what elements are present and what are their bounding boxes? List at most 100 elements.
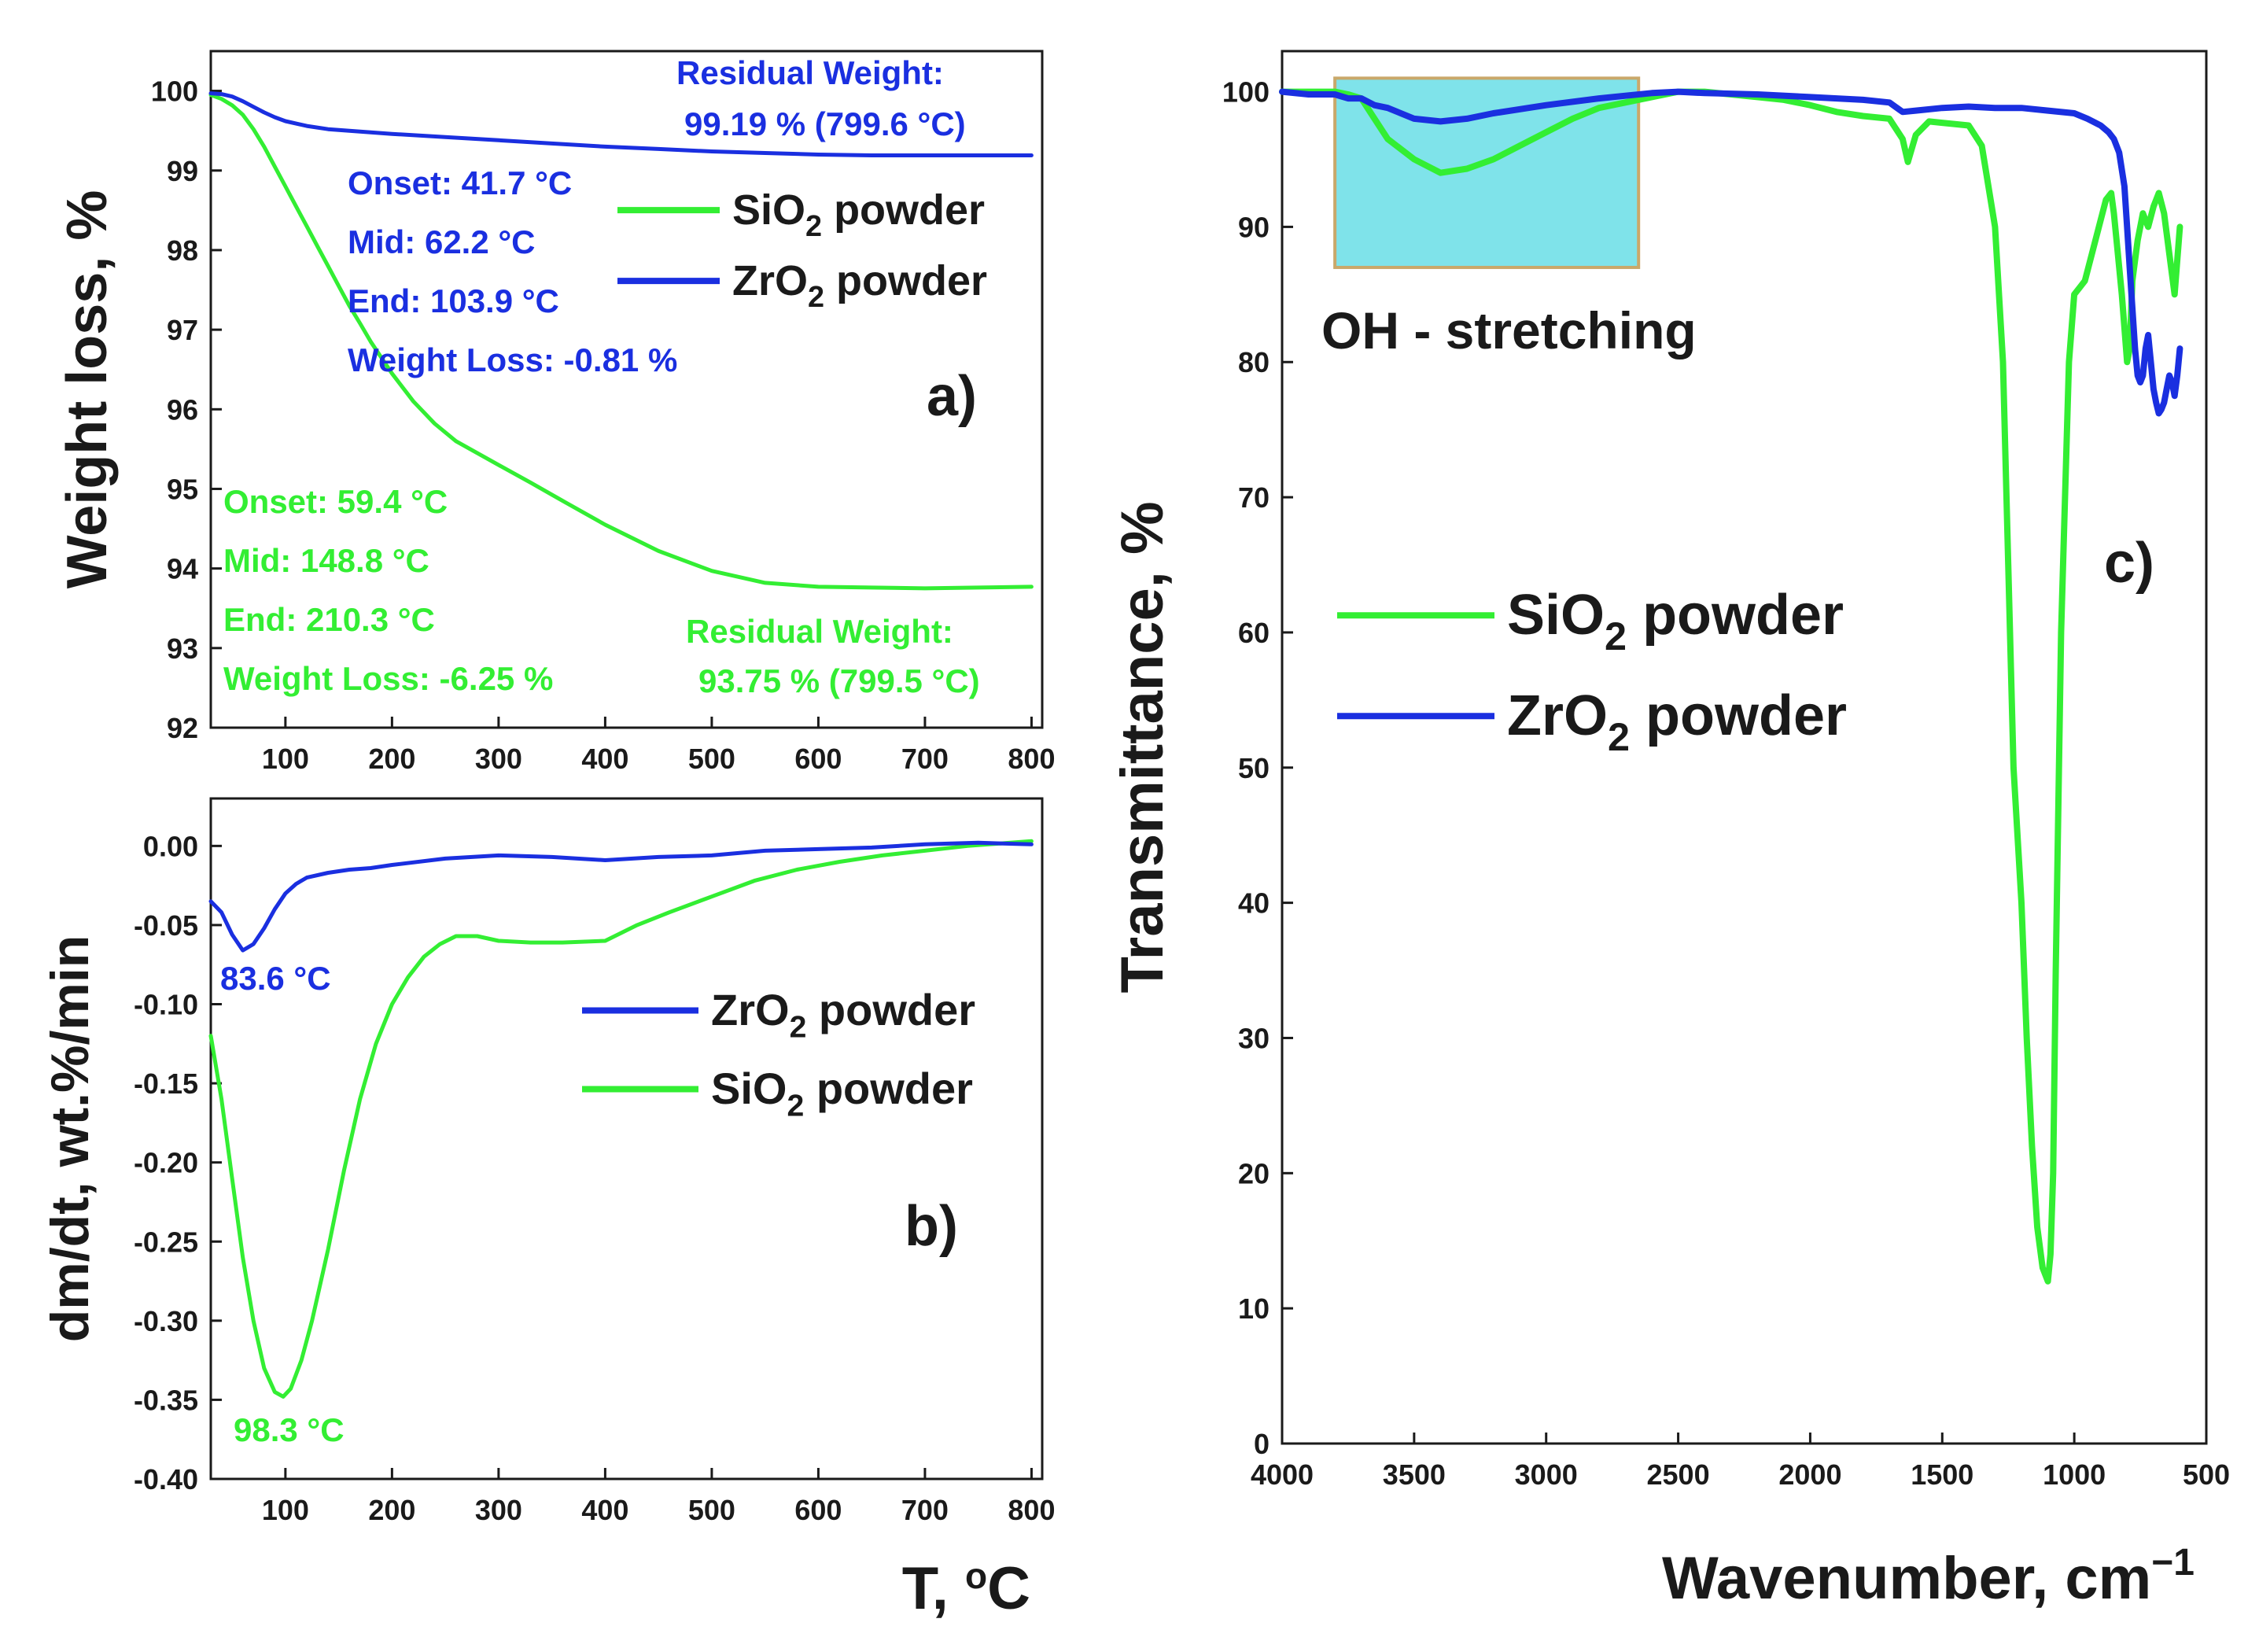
series-line-a-SiO2 <box>208 93 1034 591</box>
series-line-b-ZrO2 <box>208 840 1034 953</box>
y-axis-label-b: dm/dt, wt.%/min <box>40 935 100 1343</box>
plot-frame-a <box>209 50 1044 729</box>
annotation-sio2-residual-title: Residual Weight: <box>686 613 953 650</box>
x-tick-label-b: 300 <box>475 1494 522 1526</box>
legend-item-a-ZrO2: ZrO2 powder <box>617 257 987 314</box>
y-tick-label-b: -0.15 <box>134 1068 198 1100</box>
panel-label-b: b) <box>905 1195 958 1258</box>
plot-c: 4000 3500 3000 2500 2000 1500 1000 500 0 10 20 30 40… <box>1222 50 2230 1491</box>
panel-label-a: a) <box>927 365 977 428</box>
series-line-b-SiO2 <box>208 839 1034 1399</box>
annotation-sio2-onset: Onset: 59.4 °C <box>223 483 448 520</box>
y-tick-label-c: 50 <box>1238 752 1270 784</box>
x-tick-label-b: 100 <box>262 1494 309 1526</box>
y-tick-label-c: 60 <box>1238 617 1270 649</box>
y-tick-label-a: 98 <box>167 234 198 267</box>
y-tick-label-b: -0.05 <box>134 909 198 942</box>
legend-label-a-SiO2: SiO2 powder <box>732 186 985 243</box>
y-tick-label-b: -0.20 <box>134 1147 198 1179</box>
x-tick-label-b: 700 <box>901 1494 949 1526</box>
legend-label-b-SiO2: SiO2 powder <box>711 1064 973 1123</box>
y-tick-label-a: 93 <box>167 632 198 665</box>
x-tick-label-c: 1000 <box>2043 1458 2106 1491</box>
x-tick-label-c: 1500 <box>1911 1458 1973 1491</box>
annotation-sio2-peak: 98.3 °C <box>234 1411 345 1448</box>
x-tick-label-c: 3000 <box>1515 1458 1578 1491</box>
series-line-c-SiO2 <box>1279 88 2183 1285</box>
x-tick-label-a: 200 <box>368 743 415 775</box>
x-tick-label-b: 800 <box>1008 1494 1055 1526</box>
y-tick-label-b: 0.00 <box>143 830 198 862</box>
legend-item-c-ZrO2: ZrO2 powder <box>1337 684 1847 759</box>
legend-label-c-ZrO2: ZrO2 powder <box>1507 684 1847 759</box>
annotation-sio2-loss: Weight Loss: -6.25 % <box>223 660 553 697</box>
x-tick-label-c: 2000 <box>1778 1458 1841 1491</box>
legend-item-b-ZrO2: ZrO2 powder <box>582 985 975 1045</box>
y-tick-label-a: 99 <box>167 155 198 187</box>
legend-label-c-SiO2: SiO2 powder <box>1507 584 1844 658</box>
plot-frame-b <box>209 797 1044 1481</box>
y-axis-label-a: Weight loss, % <box>56 190 119 589</box>
x-tick-label-a: 700 <box>901 743 949 775</box>
x-tick-label-b: 400 <box>581 1494 628 1526</box>
legend-item-a-SiO2: SiO2 powder <box>617 186 985 243</box>
y-tick-label-c: 30 <box>1238 1022 1270 1054</box>
oh-stretching-label: OH - stretching <box>1321 301 1697 360</box>
x-tick-label-b: 200 <box>368 1494 415 1526</box>
annotation-zro2-residual-title: Residual Weight: <box>676 54 944 91</box>
x-axis-label-c: Wavenumber, cm−1 <box>1662 1542 2195 1612</box>
series-line-c-ZrO2 <box>1279 88 2183 417</box>
x-tick-label-a: 800 <box>1008 743 1055 775</box>
y-tick-label-a: 92 <box>167 712 198 744</box>
y-axis-label-c: Transmittance, % <box>1109 501 1176 993</box>
x-tick-label-c: 4000 <box>1251 1458 1314 1491</box>
y-tick-label-c: 40 <box>1238 887 1270 920</box>
panel-label-c: c) <box>2104 532 2154 595</box>
annotation-sio2-residual-value: 93.75 % (799.5 °C) <box>698 662 980 699</box>
y-tick-label-c: 70 <box>1238 481 1270 514</box>
legend-item-b-SiO2: SiO2 powder <box>582 1064 973 1123</box>
y-tick-label-c: 100 <box>1222 76 1270 109</box>
x-axis-label-b: T, oC <box>902 1555 1030 1622</box>
y-tick-label-b: -0.30 <box>134 1305 198 1337</box>
y-tick-label-a: 95 <box>167 473 198 505</box>
annotation-zro2-mid: Mid: 62.2 °C <box>348 223 536 260</box>
annotation-sio2-mid: Mid: 148.8 °C <box>223 542 429 579</box>
y-tick-label-a: 96 <box>167 393 198 426</box>
legend-label-a-ZrO2: ZrO2 powder <box>732 257 987 314</box>
annotation-zro2-end: End: 103.9 °C <box>348 282 559 319</box>
x-tick-label-c: 3500 <box>1383 1458 1446 1491</box>
plot-frame-c <box>1281 50 2208 1445</box>
y-tick-label-a: 94 <box>167 553 198 585</box>
annotation-zro2-peak: 83.6 °C <box>220 960 331 997</box>
y-tick-label-b: -0.25 <box>134 1226 198 1258</box>
y-tick-label-b: -0.10 <box>134 989 198 1021</box>
y-tick-label-c: 0 <box>1254 1428 1270 1460</box>
y-tick-label-b: -0.35 <box>134 1384 198 1416</box>
y-tick-label-b: -0.40 <box>134 1463 198 1495</box>
x-tick-label-b: 500 <box>688 1494 735 1526</box>
plot-b: 100 200 300 400 500 600 700 800 -0.40 -0.35 -0.30 -… <box>134 797 1055 1526</box>
annotation-zro2-residual-value: 99.19 % (799.6 °C) <box>684 105 966 142</box>
y-tick-label-a: 100 <box>151 76 198 108</box>
y-tick-label-c: 20 <box>1238 1157 1270 1189</box>
annotation-zro2-onset: Onset: 41.7 °C <box>348 164 572 201</box>
y-tick-label-a: 97 <box>167 314 198 346</box>
y-tick-label-c: 90 <box>1238 211 1270 243</box>
y-tick-label-c: 80 <box>1238 346 1270 378</box>
x-tick-label-a: 100 <box>262 743 309 775</box>
legend-label-b-ZrO2: ZrO2 powder <box>711 985 975 1045</box>
x-tick-label-b: 600 <box>794 1494 842 1526</box>
annotation-zro2-loss: Weight Loss: -0.81 % <box>348 341 677 378</box>
x-tick-label-a: 400 <box>581 743 628 775</box>
legend-item-c-SiO2: SiO2 powder <box>1337 584 1844 658</box>
series-line-a-ZrO2 <box>208 91 1034 157</box>
y-tick-label-c: 10 <box>1238 1292 1270 1325</box>
x-tick-label-a: 500 <box>688 743 735 775</box>
x-tick-label-a: 300 <box>475 743 522 775</box>
x-tick-label-a: 600 <box>794 743 842 775</box>
plot-a: 100 200 300 400 500 600 700 800 92 93 94 95 96 97 98 99… <box>151 50 1055 775</box>
annotation-sio2-end: End: 210.3 °C <box>223 601 435 638</box>
x-tick-label-c: 500 <box>2183 1458 2230 1491</box>
